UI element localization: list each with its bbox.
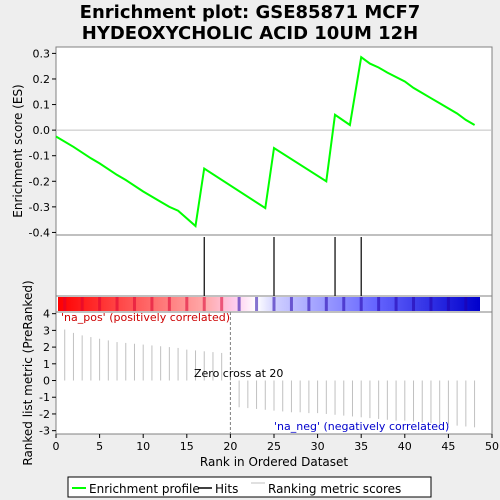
enrichment-profile-group — [55, 55, 476, 228]
es-tick-label: -0.2 — [29, 175, 50, 188]
es-tick-label: -0.1 — [29, 150, 50, 163]
colorbar-stripe — [359, 297, 363, 311]
chart-title-line-2: HYDEOXYCHOLIC ACID 10UM 12H — [82, 23, 419, 44]
x-tick-label: 15 — [180, 440, 194, 453]
colorbar-stripe — [237, 297, 241, 311]
es-tick-label: 0.0 — [33, 124, 51, 137]
colorbar-stripe — [255, 297, 259, 311]
legend-ranking-label: Ranking metric scores — [268, 482, 401, 496]
es-tick-label: 0.1 — [33, 99, 51, 112]
es-panel — [55, 46, 493, 236]
es-tick-label: 0.2 — [33, 73, 51, 86]
colorbar-stripe — [377, 297, 381, 311]
metric-axis: -3 -2 -1 0 1 2 3 4 — [39, 308, 56, 438]
es-axis: -0.4 -0.3 -0.2 -0.1 0.0 0.1 0.2 0.3 — [29, 47, 492, 239]
colorbar-stripe — [394, 297, 398, 311]
colorbar-stripe — [272, 297, 276, 311]
hit-lines — [203, 237, 362, 296]
colorbar-stripe — [167, 297, 171, 311]
enrichment-profile-line — [55, 55, 476, 228]
metric-tick-label: 2 — [43, 341, 50, 354]
es-tick-label: -0.4 — [29, 226, 50, 239]
metric-tick-label: 0 — [43, 375, 50, 388]
x-tick-label: 35 — [354, 440, 368, 453]
metric-panel — [55, 311, 493, 435]
es-tick-label: 0.3 — [33, 47, 51, 60]
metric-tick-label: -2 — [39, 408, 50, 421]
metric-tick-label: 1 — [43, 358, 50, 371]
metric-tick-label: 3 — [43, 324, 50, 337]
colorbar-stripe — [185, 297, 189, 311]
legend-enrichment-label: Enrichment profile — [89, 482, 200, 496]
x-tick-label: 50 — [485, 440, 499, 453]
colorbar-stripe — [220, 297, 224, 311]
x-tick-label: 30 — [311, 440, 325, 453]
colorbar-stripe — [289, 297, 293, 311]
colorbar-stripe — [150, 297, 154, 311]
colorbar-stripe — [324, 297, 328, 311]
ranking-metric-bars — [64, 329, 476, 428]
legend: Enrichment profile Hits Ranking metric s… — [67, 476, 432, 498]
colorbar-stripe — [132, 297, 136, 311]
x-axis: 0 5 10 15 20 25 30 35 40 45 50 — [53, 434, 499, 453]
metric-tick-label: 4 — [43, 308, 50, 321]
x-tick-label: 25 — [267, 440, 281, 453]
chart-title-line-1: Enrichment plot: GSE85871 MCF7 — [80, 2, 421, 23]
x-tick-label: 10 — [136, 440, 150, 453]
colorbar-stripe — [63, 297, 67, 311]
colorbar-stripe — [412, 297, 416, 311]
pos-correlated-label: 'na_pos' (positively correlated) — [61, 311, 230, 324]
es-tick-label: -0.3 — [29, 201, 50, 214]
metric-tick-label: -3 — [39, 425, 50, 438]
zero-cross-label: Zero cross at 20 — [194, 367, 283, 380]
colorbar-stripe — [446, 297, 450, 311]
rank-colorbar-stripes — [63, 297, 468, 311]
colorbar-stripe — [464, 297, 468, 311]
colorbar-stripe — [307, 297, 311, 311]
colorbar-stripe — [98, 297, 102, 311]
rank-colorbar-gradient — [58, 297, 480, 311]
x-tick-label: 20 — [223, 440, 237, 453]
metric-axis-label: Ranked list metric (PreRanked) — [21, 280, 35, 465]
legend-box — [67, 476, 432, 498]
colorbar-stripe — [80, 297, 84, 311]
legend-hits-label: Hits — [215, 482, 238, 496]
metric-tick-label: -1 — [39, 391, 50, 404]
x-axis-label: Rank in Ordered Dataset — [200, 455, 348, 469]
colorbar-stripe — [202, 297, 206, 311]
x-tick-label: 40 — [398, 440, 412, 453]
x-tick-label: 0 — [53, 440, 60, 453]
colorbar-stripe — [429, 297, 433, 311]
colorbar-stripe — [342, 297, 346, 311]
colorbar-stripe — [115, 297, 119, 311]
x-tick-label: 5 — [96, 440, 103, 453]
neg-correlated-label: 'na_neg' (negatively correlated) — [274, 420, 449, 433]
x-tick-label: 45 — [441, 440, 455, 453]
es-axis-label: Enrichment score (ES) — [11, 84, 25, 217]
